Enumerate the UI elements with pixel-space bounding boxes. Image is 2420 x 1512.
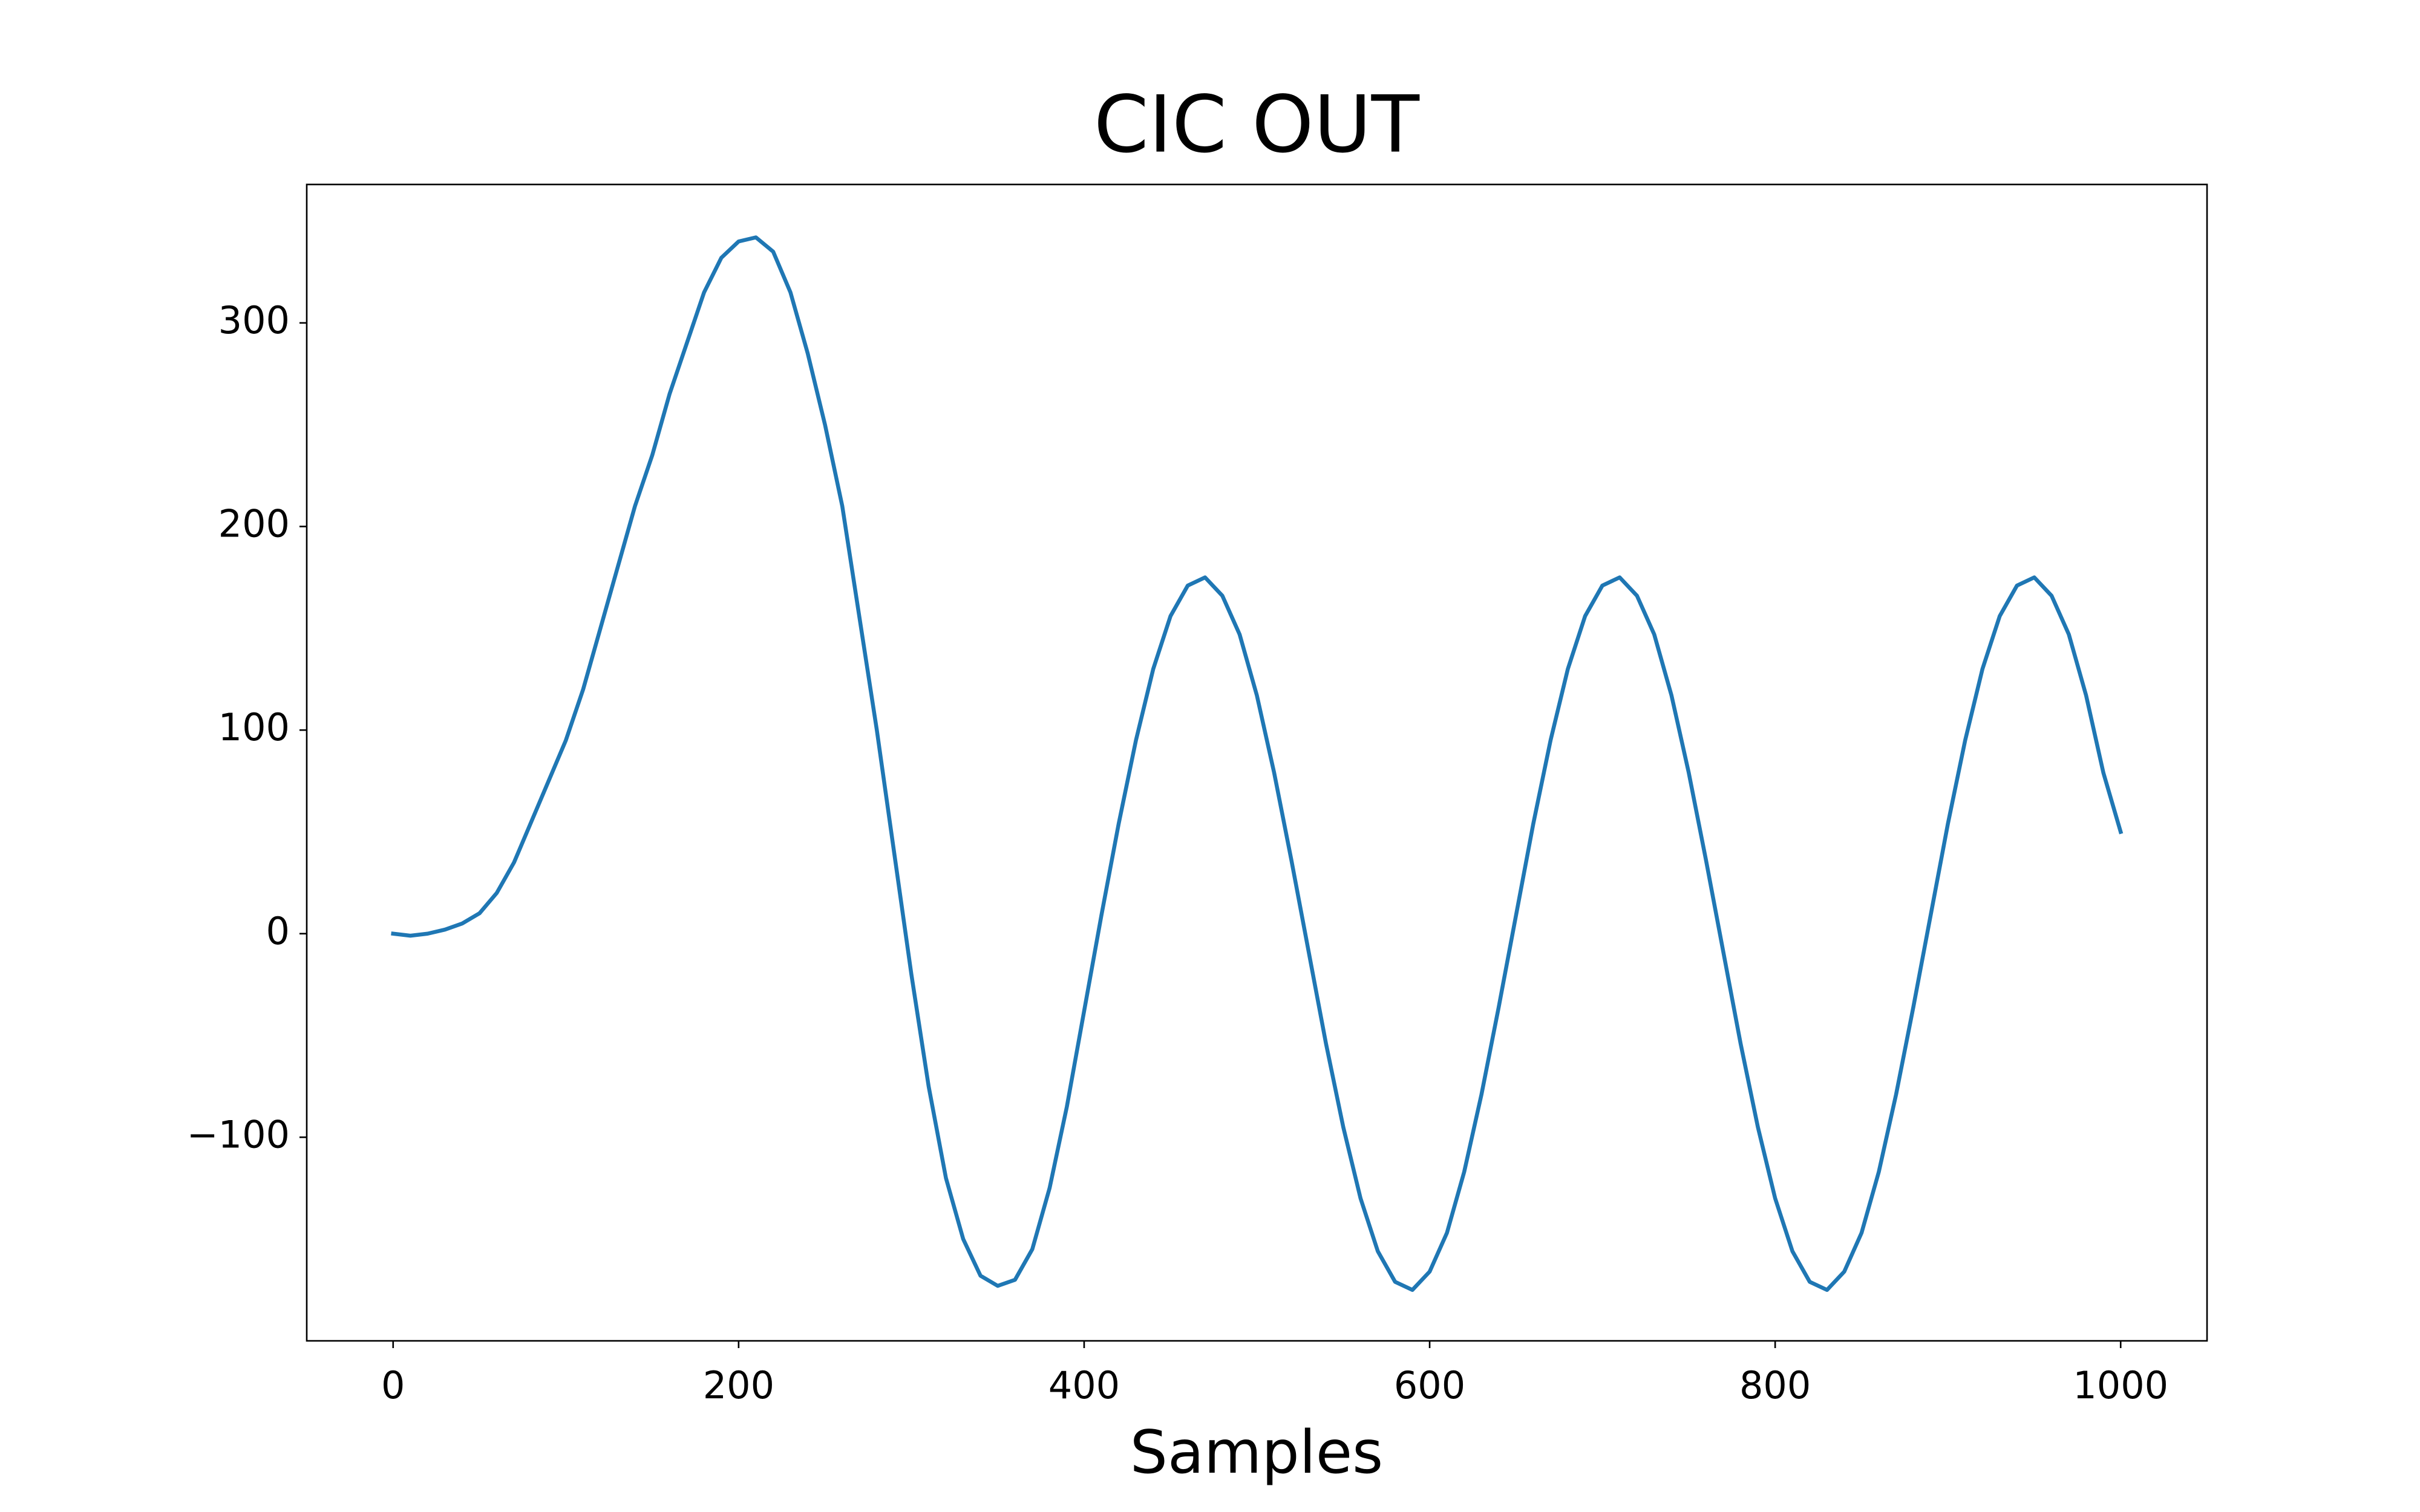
x-tick-label: 800	[1739, 1363, 1811, 1407]
x-tick-label: 1000	[2073, 1363, 2168, 1407]
y-tick-label: −100	[187, 1112, 290, 1156]
y-tick-label: 100	[218, 705, 290, 749]
y-tick-label: 200	[218, 502, 290, 546]
chart-title: CIC OUT	[1094, 79, 1420, 171]
plot-frame	[306, 183, 2208, 1342]
x-tick-label: 400	[1048, 1363, 1120, 1407]
x-tick-label: 600	[1394, 1363, 1465, 1407]
x-tick-label: 200	[703, 1363, 774, 1407]
y-tick-label: 300	[218, 298, 290, 342]
x-axis-label: Samples	[1130, 1418, 1384, 1487]
x-tick-label: 0	[381, 1363, 405, 1407]
y-tick-label: 0	[266, 909, 290, 953]
data-line	[391, 235, 2124, 1292]
